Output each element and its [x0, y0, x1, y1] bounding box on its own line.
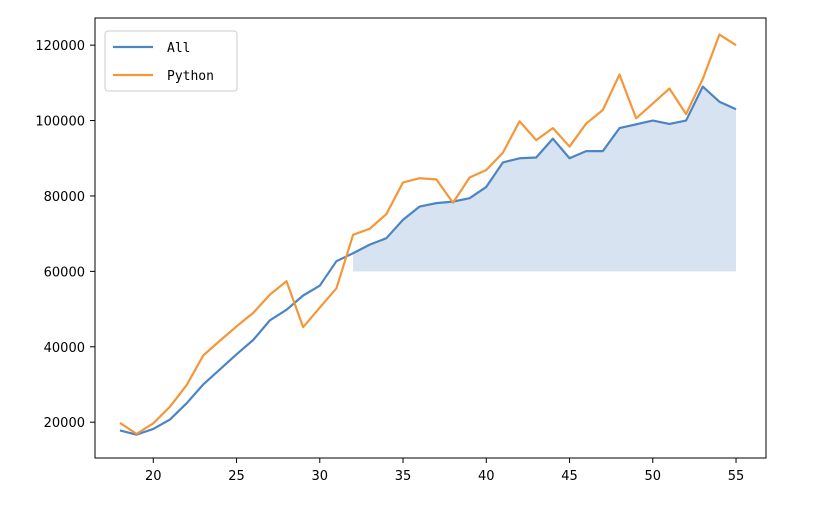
legend-label-python: Python: [167, 69, 214, 84]
series-layer: [119, 33, 737, 436]
legend-label-all: All: [167, 41, 190, 56]
y-tick-label: 20000: [44, 416, 85, 431]
series-line-python: [119, 33, 737, 435]
x-axis: 20 25 30 35 40 45 50 55: [145, 458, 744, 484]
x-tick-label: 40: [478, 469, 495, 484]
y-axis: 20000 40000 60000 80000 100000 120000: [35, 39, 95, 431]
y-tick-label: 60000: [44, 265, 85, 280]
x-tick-label: 45: [561, 469, 578, 484]
plot-frame: [94, 17, 767, 459]
series-line-all: [119, 85, 737, 436]
x-tick-label: 25: [228, 469, 245, 484]
x-tick-label: 50: [645, 469, 662, 484]
x-tick-label: 30: [312, 469, 329, 484]
y-tick-label: 120000: [35, 39, 85, 54]
x-tick-label: 55: [728, 469, 745, 484]
x-tick-label: 20: [145, 469, 162, 484]
y-tick-label: 40000: [44, 341, 85, 356]
fill-layer: [353, 86, 737, 272]
y-tick-label: 100000: [35, 115, 85, 130]
y-tick-label: 80000: [44, 190, 85, 205]
fill-region: [353, 86, 737, 272]
x-tick-label: 35: [395, 469, 412, 484]
legend: All Python: [104, 30, 238, 92]
